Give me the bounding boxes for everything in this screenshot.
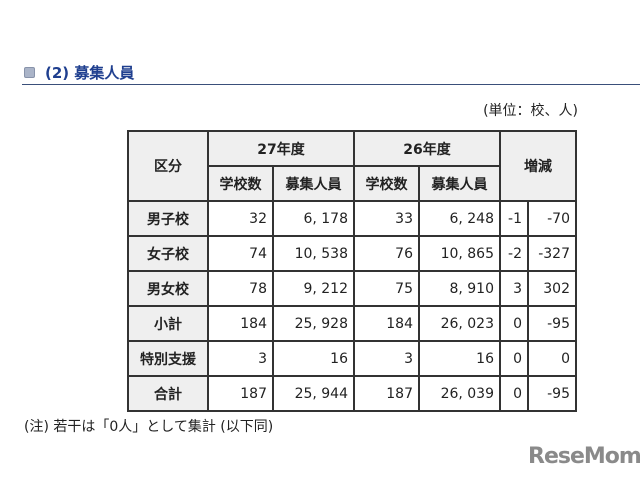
header-recruits: 募集人員 xyxy=(418,165,501,202)
cell-dr: -327 xyxy=(527,235,577,272)
cell-s27: 184 xyxy=(207,305,274,342)
cell-ds: -2 xyxy=(499,235,529,272)
row-label: 男子校 xyxy=(127,200,209,237)
cell-r27: 6, 178 xyxy=(272,200,355,237)
row-label: 女子校 xyxy=(127,235,209,272)
table-row: 女子校 74 10, 538 76 10, 865 -2 -327 xyxy=(127,235,577,272)
header-fy26: 26年度 xyxy=(353,130,501,167)
cell-s26: 75 xyxy=(353,270,420,307)
cell-ds: 0 xyxy=(499,340,529,377)
cell-s26: 76 xyxy=(353,235,420,272)
cell-ds: 0 xyxy=(499,305,529,342)
cell-r27: 10, 538 xyxy=(272,235,355,272)
cell-dr: 0 xyxy=(527,340,577,377)
cell-dr: -70 xyxy=(527,200,577,237)
bullet-icon xyxy=(24,67,35,78)
header-category: 区分 xyxy=(127,130,209,202)
cell-ds: -1 xyxy=(499,200,529,237)
table-row: 合計 187 25, 944 187 26, 039 0 -95 xyxy=(127,375,577,412)
cell-dr: 302 xyxy=(527,270,577,307)
header-schools: 学校数 xyxy=(353,165,420,202)
cell-ds: 3 xyxy=(499,270,529,307)
cell-ds: 0 xyxy=(499,375,529,412)
header-change: 増減 xyxy=(499,130,577,202)
cell-s26: 3 xyxy=(353,340,420,377)
header-fy27: 27年度 xyxy=(207,130,355,167)
heading-text: (2) 募集人員 xyxy=(45,64,135,82)
cell-r26: 26, 023 xyxy=(418,305,501,342)
cell-r26: 16 xyxy=(418,340,501,377)
row-label: 特別支援 xyxy=(127,340,209,377)
cell-r26: 10, 865 xyxy=(418,235,501,272)
recruitment-table: 区分 27年度 26年度 増減 学校数 募集人員 学校数 募集人員 男子校 32 6… xyxy=(127,130,577,412)
cell-s27: 32 xyxy=(207,200,274,237)
cell-s26: 33 xyxy=(353,200,420,237)
cell-s26: 184 xyxy=(353,305,420,342)
footnote: (注) 若干は「0人」として集計 (以下同) xyxy=(24,419,274,435)
row-label: 合計 xyxy=(127,375,209,412)
cell-r27: 25, 944 xyxy=(272,375,355,412)
section-heading: (2) 募集人員 xyxy=(24,62,134,83)
cell-r26: 6, 248 xyxy=(418,200,501,237)
cell-r27: 16 xyxy=(272,340,355,377)
table-row: 男女校 78 9, 212 75 8, 910 3 302 xyxy=(127,270,577,307)
header-schools: 学校数 xyxy=(207,165,274,202)
cell-dr: -95 xyxy=(527,305,577,342)
cell-r27: 9, 212 xyxy=(272,270,355,307)
table-row: 特別支援 3 16 3 16 0 0 xyxy=(127,340,577,377)
divider xyxy=(22,84,640,85)
cell-dr: -95 xyxy=(527,375,577,412)
header-recruits: 募集人員 xyxy=(272,165,355,202)
table-row: 小計 184 25, 928 184 26, 023 0 -95 xyxy=(127,305,577,342)
cell-s27: 187 xyxy=(207,375,274,412)
cell-s26: 187 xyxy=(353,375,420,412)
unit-label: (単位：校、人) xyxy=(483,103,578,119)
cell-s27: 78 xyxy=(207,270,274,307)
cell-s27: 3 xyxy=(207,340,274,377)
row-label: 小計 xyxy=(127,305,209,342)
resemom-logo: ReseMom xyxy=(528,444,640,469)
table-row: 男子校 32 6, 178 33 6, 248 -1 -70 xyxy=(127,200,577,237)
cell-r26: 26, 039 xyxy=(418,375,501,412)
cell-s27: 74 xyxy=(207,235,274,272)
cell-r27: 25, 928 xyxy=(272,305,355,342)
row-label: 男女校 xyxy=(127,270,209,307)
cell-r26: 8, 910 xyxy=(418,270,501,307)
